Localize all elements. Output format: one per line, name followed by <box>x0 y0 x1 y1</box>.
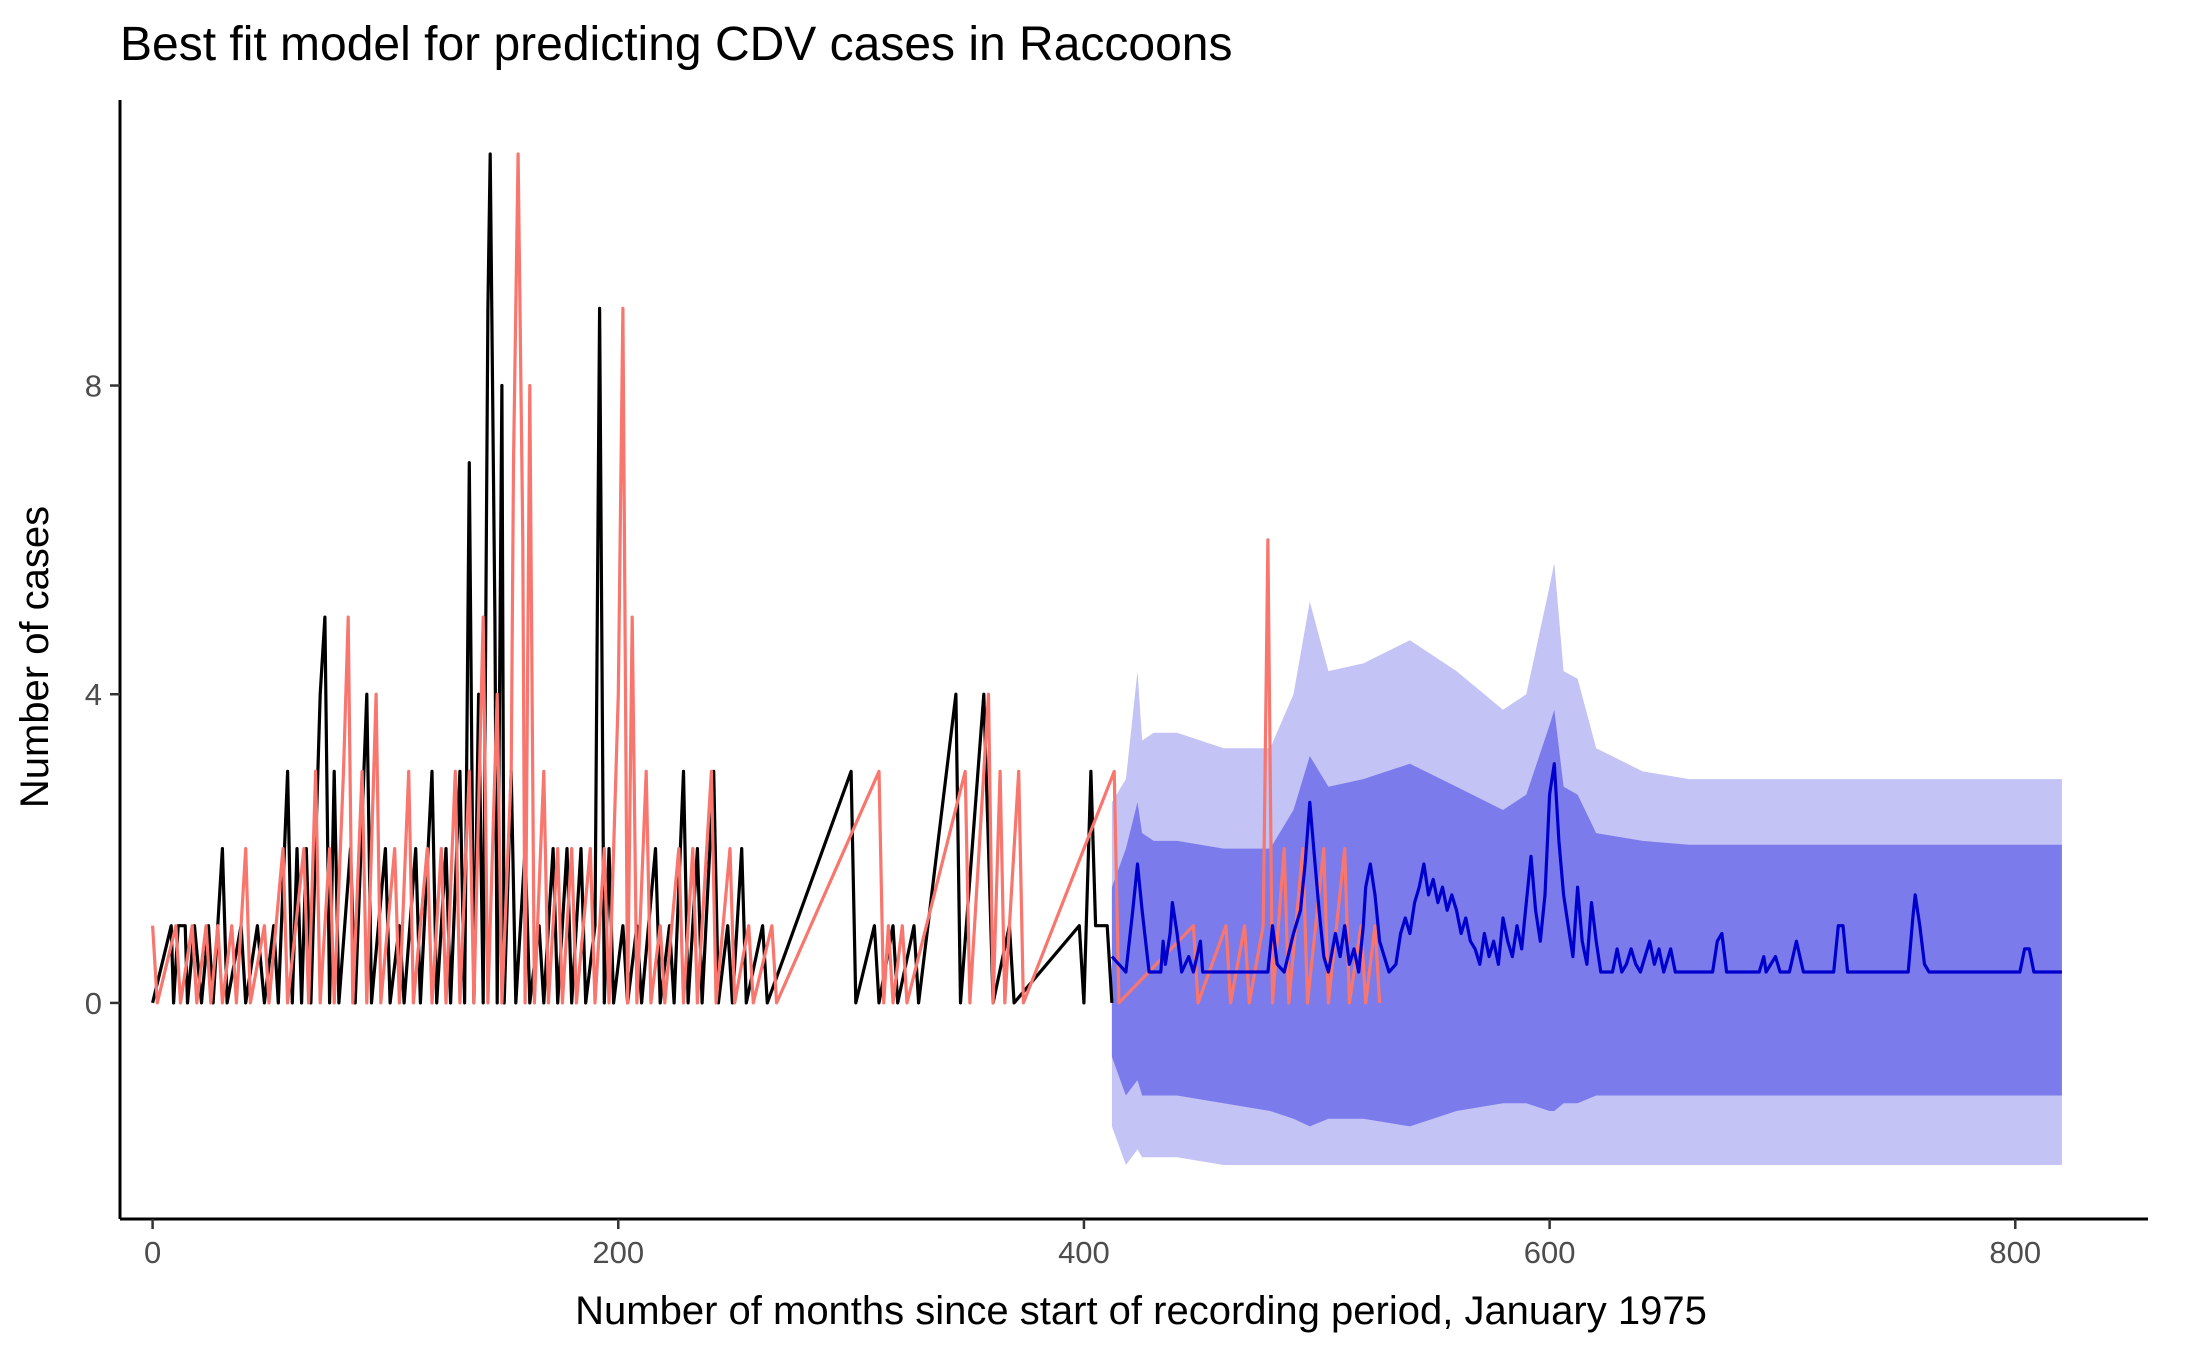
y-tick-label: 4 <box>85 677 102 712</box>
x-tick-label: 0 <box>144 1235 161 1270</box>
forecast-series-line <box>1110 762 2062 974</box>
x-tick-label: 200 <box>592 1235 644 1270</box>
y-tick-label: 8 <box>85 369 102 404</box>
y-tick-label: 0 <box>85 986 102 1021</box>
x-tick-label: 800 <box>1989 1235 2041 1270</box>
x-axis-title: Number of months since start of recordin… <box>575 1289 1707 1333</box>
x-tick-label: 400 <box>1058 1235 1110 1270</box>
plot-area <box>151 152 2062 1165</box>
chart-title: Best fit model for predicting CDV cases … <box>120 18 1232 71</box>
observed-series-line <box>151 152 1114 1005</box>
x-tick-label: 600 <box>1524 1235 1576 1270</box>
y-axis-title: Number of cases <box>13 506 57 808</box>
band80-prediction-band <box>1111 709 2062 1127</box>
axes: 0 200 400 600 800 0 4 8 <box>85 100 2148 1270</box>
fitted-series-line <box>151 152 1382 1005</box>
